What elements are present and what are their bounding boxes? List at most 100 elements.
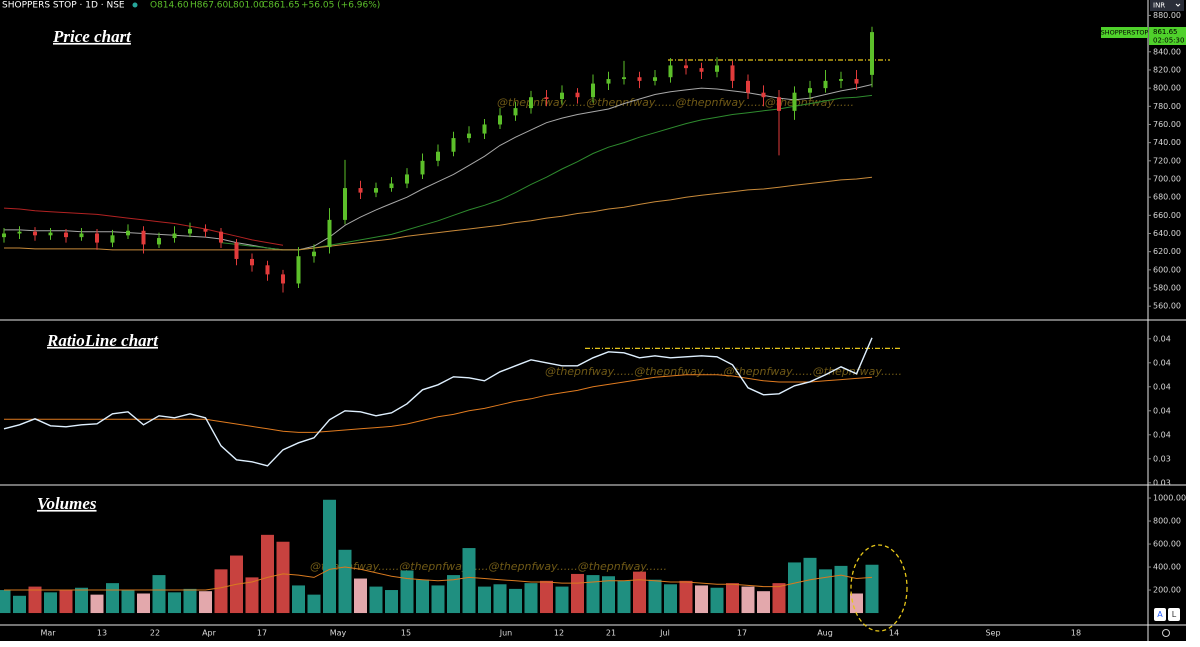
volume-bar — [369, 586, 383, 614]
volume-bar — [90, 594, 104, 614]
button-label[interactable]: A — [1157, 610, 1163, 619]
volume-bar — [121, 590, 135, 614]
watermark: @thepnfway......@thepnfway......@thepnfw… — [310, 560, 667, 573]
candle-body — [358, 188, 363, 193]
auto-scale-button[interactable] — [1154, 608, 1166, 621]
highlight-ellipse — [850, 544, 908, 632]
candle-body — [854, 79, 859, 84]
volume-bar — [571, 573, 584, 614]
volume-bar — [617, 580, 631, 614]
volume-bar — [338, 549, 352, 614]
candle-body — [451, 138, 456, 152]
ohlc-high: H867.60 — [190, 1, 229, 11]
volume-bar — [509, 588, 522, 614]
volume-bar — [447, 575, 460, 614]
currency[interactable]: INR — [1153, 2, 1165, 10]
candle-body — [327, 219, 332, 248]
candle-body — [157, 238, 161, 245]
volume-bar — [819, 569, 832, 614]
volume-bar — [710, 587, 724, 614]
volume-bar — [555, 586, 569, 614]
y-tick-label: 740.00 — [1153, 138, 1181, 147]
candle-body — [296, 256, 301, 284]
x-tick-label: 18 — [1071, 629, 1081, 638]
volume-bar — [199, 591, 212, 614]
volume-bar — [524, 583, 538, 614]
candle-body — [33, 231, 37, 236]
y-tick-label: 600.00 — [1153, 540, 1181, 549]
y-tick-label: 780.00 — [1153, 102, 1181, 111]
candle-body — [653, 77, 657, 81]
badge-symbol: SHOPPERSTOP — [1101, 29, 1149, 37]
y-tick-label: 660.00 — [1153, 211, 1181, 220]
candle-body — [823, 80, 828, 89]
volume-bar — [214, 569, 228, 614]
y-tick-label: 760.00 — [1153, 120, 1181, 129]
y-tick-label: 800.00 — [1153, 517, 1181, 526]
y-tick-label: 800.00 — [1153, 84, 1181, 93]
candle-body — [467, 133, 471, 139]
y-tick-label: 700.00 — [1153, 174, 1181, 183]
candle-body — [575, 92, 580, 98]
volume-bar — [664, 584, 677, 614]
badge-price: 861.65 — [1153, 28, 1178, 36]
volume-bar — [741, 586, 755, 614]
volume-bar — [478, 586, 491, 614]
x-tick-label: Aug — [817, 629, 833, 638]
volume-bar — [540, 580, 553, 614]
watermark: @thepnfway......@thepnfway......@thepnfw… — [545, 365, 902, 378]
x-tick-label: Jul — [659, 629, 670, 638]
y-tick-label: 580.00 — [1153, 284, 1181, 293]
candle-body — [529, 97, 533, 109]
y-tick-label: 620.00 — [1153, 247, 1181, 256]
candle-body — [110, 235, 115, 243]
y-tick-label: 0.04 — [1153, 430, 1171, 439]
badge-countdown: 02:05:30 — [1153, 37, 1184, 45]
y-tick-label: 560.00 — [1153, 302, 1181, 311]
log-scale-button[interactable] — [1168, 608, 1180, 621]
volume-bar — [757, 591, 770, 614]
volume-bar — [431, 585, 445, 614]
x-tick-label: 12 — [554, 629, 564, 638]
candle-body — [250, 258, 254, 266]
y-tick-label: 1000.00 — [1153, 494, 1186, 503]
candle-body — [188, 228, 192, 234]
x-tick-label: 15 — [401, 629, 411, 638]
candle-body — [436, 151, 440, 161]
volume-bar — [493, 584, 507, 614]
volume-bar — [416, 579, 429, 614]
dropdown-arrow — [1175, 3, 1181, 7]
x-tick-label: 21 — [606, 629, 616, 638]
candle-body — [420, 160, 425, 175]
candle-body — [312, 251, 316, 257]
price-badge — [1149, 27, 1186, 45]
y-tick-label: 200.00 — [1153, 586, 1181, 595]
volume-bar — [152, 575, 166, 614]
overlay-line — [3, 337, 873, 467]
x-tick-label: 17 — [257, 629, 267, 638]
x-tick-label: Jun — [499, 629, 513, 638]
currency-dropdown[interactable] — [1150, 0, 1184, 11]
volume-bar — [323, 499, 336, 614]
change: +56.05 (+6.96%) — [301, 1, 380, 11]
x-tick-label: May — [330, 629, 347, 638]
x-tick-label: Sep — [985, 629, 1000, 638]
plots: Price chart @thepnfway......@thepnfway...… — [0, 14, 1151, 614]
button-label[interactable]: L — [1172, 610, 1177, 619]
volume-bar — [59, 590, 73, 614]
volume-bar — [307, 594, 321, 614]
ohlc-close: C861.65 — [262, 1, 300, 11]
candle-body — [699, 68, 704, 72]
volume-bar — [106, 583, 119, 614]
settings-icon[interactable] — [1162, 629, 1170, 637]
volume-bar — [0, 590, 11, 614]
candle-body — [560, 92, 564, 100]
x-tick-label: 22 — [150, 629, 160, 638]
candle-body — [389, 183, 394, 189]
pane-title: Volumes — [37, 494, 97, 513]
volume-bar — [865, 564, 879, 614]
y-tick-label: 0.04 — [1153, 358, 1171, 367]
candle-body — [730, 65, 735, 81]
overlay-line — [4, 374, 873, 433]
